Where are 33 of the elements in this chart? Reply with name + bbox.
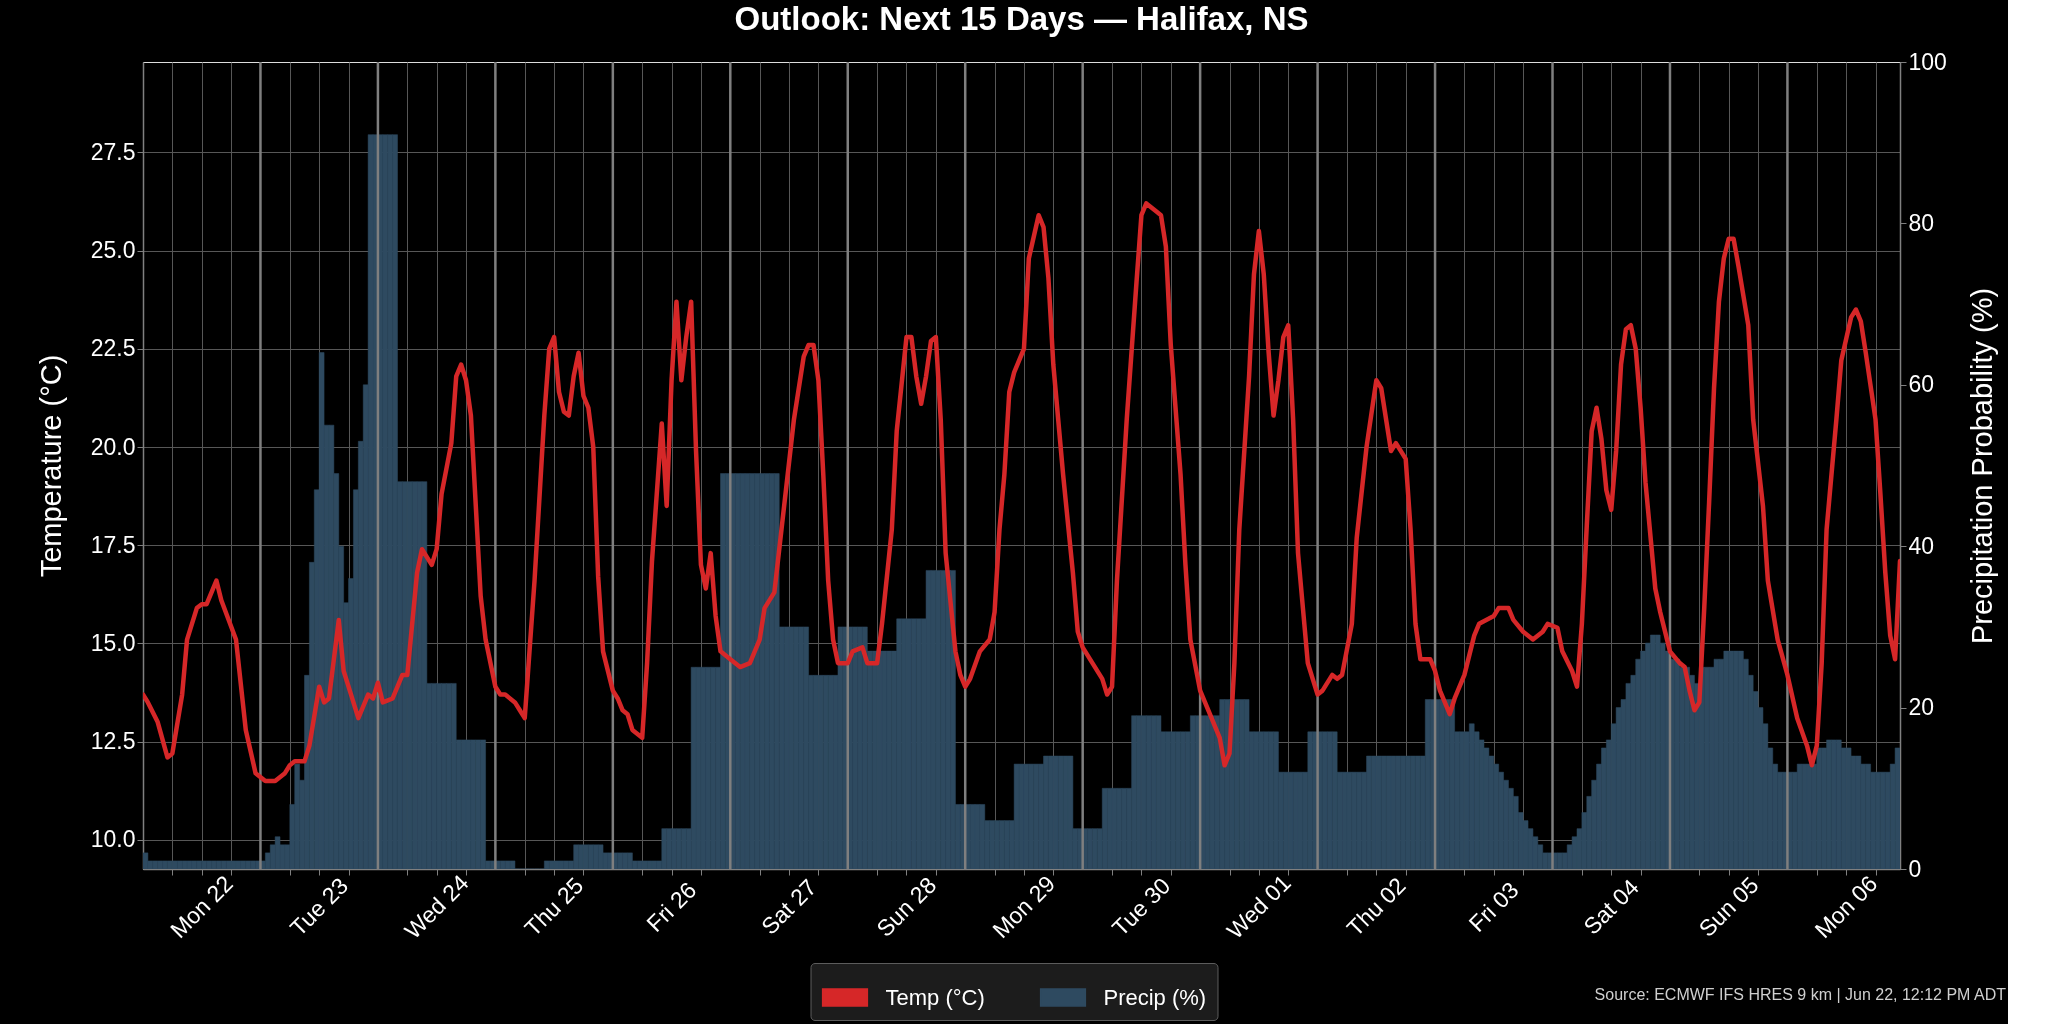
- y-tick-label: 22.5: [90, 335, 136, 362]
- x-tick-label: Tue 30: [1106, 872, 1176, 941]
- y-tick-label: 25.0: [90, 237, 136, 264]
- y-axis-title: Temperature (°C): [34, 354, 67, 578]
- y2-tick-label: 40: [1908, 532, 1935, 559]
- y-tick-label: 27.5: [90, 138, 136, 165]
- x-tick-label: Thu 25: [519, 872, 589, 942]
- y-tick-label: 10.0: [90, 826, 136, 853]
- x-tick-label: Mon 29: [987, 870, 1061, 944]
- chart-title: Outlook: Next 15 Days — Halifax, NS: [734, 0, 1309, 37]
- y-tick-label: 17.5: [90, 531, 136, 558]
- source-note: Source: ECMWF IFS HRES 9 km | Jun 22, 12:12 PM ADT: [1594, 986, 2007, 1003]
- x-tick-label: Fri 03: [1463, 876, 1524, 937]
- x-tick-label: Tue 23: [284, 872, 354, 941]
- x-tick-label: Mon 22: [165, 870, 238, 944]
- legend-label: Precip (%): [1103, 984, 1207, 1010]
- x-tick-label: Fri 26: [641, 876, 702, 937]
- x-tick-label: Sat 27: [756, 874, 822, 940]
- x-tick-label: Sat 04: [1578, 873, 1644, 940]
- x-tick-label: Mon 06: [1809, 870, 1883, 944]
- y2-tick-label: 100: [1908, 48, 1947, 75]
- x-tick-label: Sun 05: [1693, 871, 1764, 942]
- y2-tick-label: 0: [1908, 855, 1922, 882]
- y2-axis-title: Precipitation Probability (%): [1965, 287, 1998, 645]
- y-tick-label: 12.5: [90, 728, 136, 755]
- y-tick-label: 15.0: [90, 629, 136, 656]
- x-tick-label: Thu 02: [1341, 872, 1411, 942]
- y2-tick-label: 20: [1908, 694, 1935, 721]
- y2-tick-label: 60: [1908, 371, 1935, 398]
- legend-label: Temp (°C): [885, 984, 985, 1010]
- y-tick-label: 20.0: [90, 433, 136, 460]
- y2-tick-label: 80: [1908, 209, 1935, 236]
- x-tick-label: Sun 28: [871, 871, 942, 942]
